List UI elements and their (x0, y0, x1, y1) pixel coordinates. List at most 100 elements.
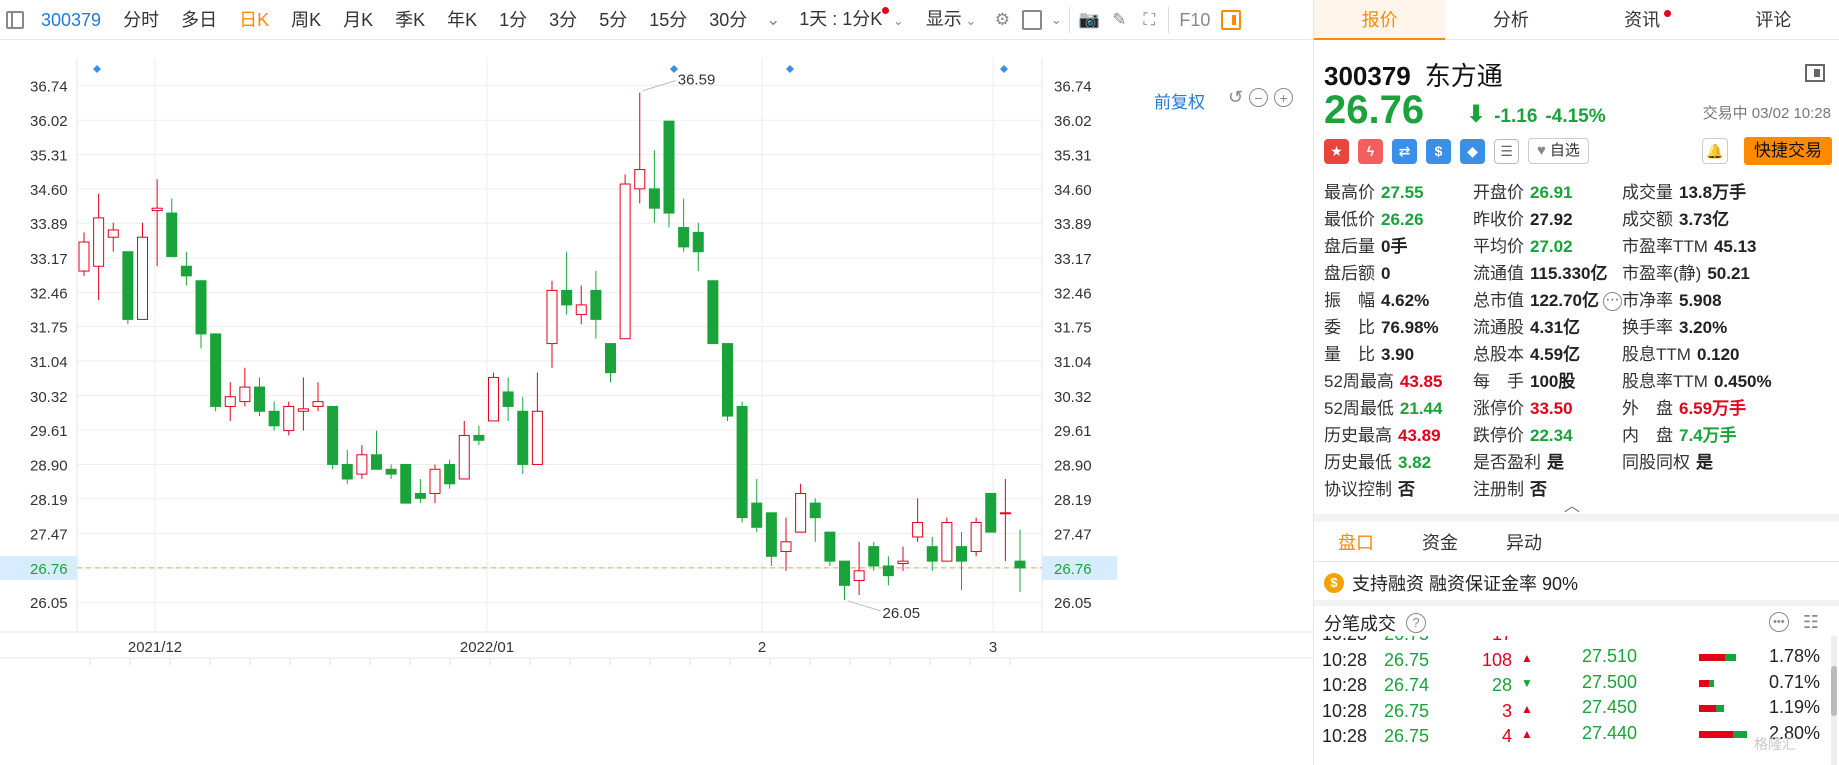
period-tab[interactable]: 年K (447, 9, 478, 30)
f10-button[interactable]: F10 (1179, 9, 1211, 30)
section-divider (1314, 600, 1839, 606)
quote-value: 43.89 (1398, 426, 1441, 445)
quote-value: 26.26 (1381, 210, 1424, 229)
candle-body (780, 541, 792, 552)
panel-toggle-icon[interactable] (1216, 0, 1246, 40)
candle-body (795, 492, 807, 533)
more-icon[interactable]: ••• (1768, 612, 1789, 632)
notification-dot (1664, 10, 1672, 17)
candle-body (458, 434, 470, 480)
candle-body (926, 546, 938, 562)
quote-value: 0 (1381, 264, 1391, 283)
quote-row: 最高价 27.55 开盘价 26.91 成交量 13.8万手 (1324, 178, 1834, 205)
candle-body (882, 565, 894, 577)
tab-orderbook[interactable]: 盘口 (1338, 533, 1374, 553)
price-change: ⬇ -1.16 -4.15% (1466, 100, 1614, 129)
help-icon[interactable]: ? (1406, 613, 1426, 633)
lightning-icon[interactable]: ϟ (1358, 138, 1383, 164)
quote-cell: 跌停价 22.34 (1473, 421, 1573, 446)
tag-icon[interactable]: ◆ (1460, 138, 1485, 164)
panel-tabs: 报价 分析 资讯 评论 (1314, 0, 1839, 40)
quote-value: 3.90 (1381, 345, 1415, 364)
event-marker-icon (93, 65, 101, 73)
period-tab[interactable]: 3分 (549, 9, 578, 30)
price-axis-label-right: 31.75 (1054, 320, 1092, 337)
quote-cell: 52周最低 21.44 (1324, 394, 1442, 419)
quick-trade-button[interactable]: 快捷交易 (1744, 137, 1832, 165)
quote-cell: 昨收价 27.92 (1473, 205, 1573, 230)
quote-value: 6.59万手 (1679, 399, 1747, 418)
period-tab[interactable]: 15分 (649, 9, 688, 30)
document-icon[interactable]: ☰ (1494, 138, 1519, 164)
quote-label: 历史最高 (1324, 426, 1392, 445)
tab-comments[interactable]: 评论 (1755, 10, 1792, 30)
dollar-icon[interactable]: $ (1426, 138, 1451, 164)
candle-body (356, 454, 368, 475)
period-tab[interactable]: 月K (343, 9, 374, 30)
square-icon[interactable] (1017, 0, 1047, 40)
period-tab[interactable]: 季K (395, 9, 426, 30)
collapse-chevron-icon[interactable]: ︿ (1564, 498, 1581, 515)
period-tab[interactable]: 日K (239, 9, 270, 30)
adjust-mode-button[interactable]: 前复权 (1154, 93, 1205, 112)
ticks-header: 分笔成交? (1324, 610, 1426, 636)
zoom-out-icon[interactable]: − (1249, 88, 1269, 107)
fullscreen-icon[interactable]: ⛶ (1143, 9, 1156, 29)
depth-bar-sell (1699, 705, 1717, 712)
grid-icon[interactable]: ☷ (1802, 612, 1819, 632)
quote-row: 振 幅 4.62% 总市值 122.70亿 ⋯ 市净率 5.908 (1324, 286, 1834, 313)
candle-body (941, 521, 953, 562)
quote-value: 27.02 (1530, 237, 1573, 256)
quote-value: 3.73亿 (1679, 210, 1730, 229)
notification-dot (882, 6, 890, 14)
quote-label: 流通股 (1473, 318, 1524, 337)
chevron-down-icon[interactable]: ⌄ (1050, 11, 1062, 27)
interval-select[interactable]: 1天 : 1分K ⌄ (799, 6, 904, 29)
candle-body (722, 343, 733, 417)
period-tab[interactable]: 分时 (123, 9, 160, 30)
down-arrow-icon: ⬇ (1466, 101, 1487, 128)
display-menu[interactable]: 显示 ⌄ (925, 8, 977, 29)
sidebar-toggle-icon[interactable] (0, 0, 30, 40)
period-tab[interactable]: 周K (291, 9, 322, 30)
quote-value: 26.91 (1530, 183, 1573, 202)
china-flag-icon[interactable]: ★ (1324, 138, 1349, 164)
bell-icon[interactable]: 🔔 (1702, 138, 1728, 164)
period-tab[interactable]: 30分 (709, 9, 748, 30)
stock-code-link[interactable]: 300379 (41, 9, 102, 30)
period-tab[interactable]: 5分 (599, 9, 628, 30)
period-tab[interactable]: 1分 (499, 9, 528, 30)
add-watchlist-button[interactable]: ♥ 自选 (1528, 138, 1589, 164)
chevron-down-icon[interactable]: ⌄ (766, 9, 781, 29)
price-axis-label-right: 27.47 (1054, 527, 1092, 544)
candle-body (692, 231, 704, 253)
candle-body (868, 546, 880, 567)
scrollbar[interactable] (1831, 636, 1837, 765)
tab-funds[interactable]: 资金 (1422, 533, 1458, 553)
shuffle-icon[interactable]: ⇄ (1392, 138, 1417, 164)
layout-icon[interactable] (1805, 64, 1825, 82)
pencil-icon[interactable]: ✎ (1112, 9, 1127, 29)
depth-bar-buy (1716, 705, 1724, 712)
tab-analysis[interactable]: 分析 (1492, 10, 1529, 30)
zoom-in-icon[interactable]: + (1274, 88, 1294, 107)
current-price-tag-right (1042, 555, 1117, 580)
quote-value: 76.98% (1381, 318, 1439, 337)
up-arrow-icon: ▲ (1521, 636, 1533, 639)
feature-icons: ★ ϟ ⇄ $ ◆ ☰ ♥ 自选 (1324, 138, 1589, 164)
candle-body (444, 463, 456, 485)
tab-quote[interactable]: 报价 (1314, 0, 1446, 40)
margin-info-text: 支持融资 融资保证金率 90% (1352, 574, 1579, 594)
candlestick-chart[interactable]: 36.74 36.74 36.02 36.02 35.31 35.31 34.60 34.60… (0, 40, 1313, 765)
reset-icon[interactable]: ↺ (1228, 87, 1244, 107)
divider (1069, 6, 1071, 33)
camera-icon[interactable]: 📷 (1078, 9, 1100, 29)
gear-icon[interactable]: ⚙ (994, 9, 1010, 29)
price-axis-label-right: 32.46 (1054, 285, 1092, 302)
period-tab[interactable]: 多日 (181, 9, 218, 30)
tab-movement[interactable]: 异动 (1506, 533, 1542, 553)
more-icon[interactable]: ⋯ (1603, 292, 1622, 312)
quote-cell: 市净率 5.908 (1622, 286, 1722, 311)
tick-volume: 3 (1501, 701, 1512, 721)
tab-news[interactable]: 资讯 (1577, 0, 1708, 39)
